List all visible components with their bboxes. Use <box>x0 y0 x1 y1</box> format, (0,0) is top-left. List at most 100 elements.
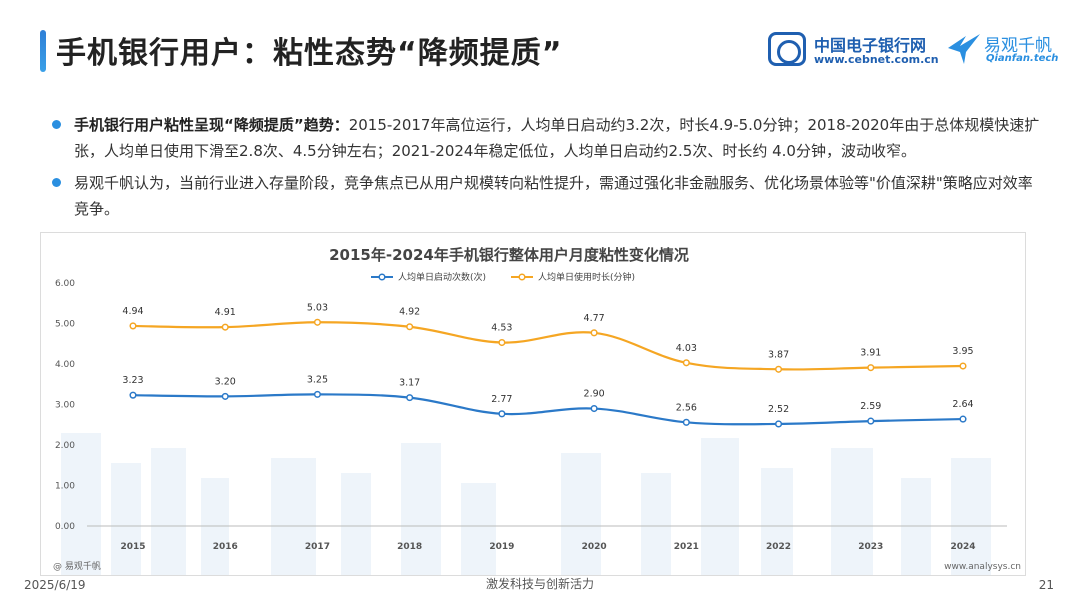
data-point <box>498 410 506 418</box>
data-label: 3.23 <box>122 375 143 386</box>
building-shape <box>831 448 873 575</box>
data-label: 4.77 <box>584 313 605 324</box>
legend-marker <box>378 273 386 281</box>
building-shape <box>111 463 141 575</box>
y-tick-label: 3.00 <box>55 401 75 411</box>
chart-source: @ 易观千帆 <box>53 560 101 572</box>
y-tick-label: 5.00 <box>55 320 75 330</box>
chart-legend: 人均单日启动次数(次) 人均单日使用时长(分钟) <box>371 271 635 283</box>
x-tick-label: 2020 <box>582 542 607 552</box>
data-point <box>221 323 229 331</box>
y-tick-label: 0.00 <box>55 522 75 532</box>
data-point <box>406 323 414 331</box>
x-tick-label: 2019 <box>489 542 514 552</box>
chart-panel: 2015年-2024年手机银行整体用户月度粘性变化情况 人均单日启动次数(次) 人… <box>40 232 1026 576</box>
qianfan-logo-en: Qianfan.tech <box>986 53 1059 64</box>
data-label: 3.91 <box>860 348 881 359</box>
city-skyline-decoration <box>61 433 991 575</box>
building-shape <box>561 453 601 575</box>
chart-site: www.analysys.cn <box>944 562 1021 572</box>
building-shape <box>151 448 186 575</box>
data-label: 3.20 <box>215 376 236 387</box>
x-tick-label: 2018 <box>397 542 422 552</box>
building-shape <box>401 443 441 575</box>
x-tick-label: 2023 <box>858 542 883 552</box>
data-label: 2.64 <box>952 399 973 410</box>
y-axis: 0.00 1.00 2.00 3.00 4.00 5.00 6.00 <box>55 279 75 532</box>
data-label: 2.90 <box>584 389 605 400</box>
data-point <box>498 338 506 347</box>
data-point <box>129 391 137 399</box>
data-point <box>313 318 321 326</box>
data-point <box>867 417 875 425</box>
data-point <box>959 415 967 423</box>
title-accent-bar <box>40 30 46 72</box>
legend-marker <box>518 273 526 281</box>
data-label: 4.91 <box>215 307 236 318</box>
data-point <box>682 359 690 367</box>
data-point <box>406 394 414 402</box>
y-tick-label: 4.00 <box>55 360 75 370</box>
chart-title: 2015年-2024年手机银行整体用户月度粘性变化情况 <box>329 246 689 264</box>
data-point <box>313 390 321 398</box>
x-axis: 2015 2016 2017 2018 2019 2020 2021 2022 2023 2024 <box>87 525 1007 552</box>
bullet-text: 2015-2017年高位运行，人均单日启动约3.2次，时长4.9-5.0分钟；2… <box>74 116 1040 160</box>
building-shape <box>271 458 316 575</box>
data-point <box>775 420 783 428</box>
bullet-item: 手机银行用户粘性呈现“降频提质”趋势：2015-2017年高位运行，人均单日启动… <box>52 112 1042 164</box>
building-shape <box>61 433 101 575</box>
y-tick-label: 1.00 <box>55 482 75 492</box>
data-label: 4.03 <box>676 343 697 354</box>
series-line <box>132 321 964 371</box>
data-label: 2.77 <box>491 394 512 405</box>
data-label: 3.25 <box>307 374 328 385</box>
x-tick-label: 2016 <box>213 542 238 552</box>
data-point <box>775 365 783 373</box>
x-tick-label: 2021 <box>674 542 699 552</box>
building-shape <box>201 478 229 575</box>
data-label: 4.53 <box>491 323 512 334</box>
data-point <box>590 405 598 413</box>
data-point <box>129 322 137 330</box>
building-shape <box>951 458 991 575</box>
cebnet-logo-url: www.cebnet.com.cn <box>814 53 939 66</box>
page-number: 21 <box>1038 578 1054 592</box>
data-point <box>959 362 967 370</box>
page-title: 手机银行用户：粘性态势“降频提质” <box>56 36 563 71</box>
building-shape <box>341 473 371 575</box>
data-label: 2.59 <box>860 401 881 412</box>
data-point <box>867 364 875 372</box>
qianfan-logo-name: 易观千帆 <box>984 36 1052 56</box>
chart-series: 3.23 3.20 3.25 3.17 2.77 2.90 2.56 2.52 2.59 2.64… <box>122 302 974 428</box>
building-shape <box>761 468 793 575</box>
data-label: 2.52 <box>768 404 789 415</box>
bullet-bold-text: 手机银行用户粘性呈现“降频提质”趋势： <box>74 116 349 134</box>
data-point <box>590 329 598 337</box>
series-line <box>132 393 964 426</box>
bullet-item: 易观千帆认为，当前行业进入存量阶段，竞争焦点已从用户规模转向粘性提升，需通过强化… <box>52 170 1042 222</box>
legend-label: 人均单日启动次数(次) <box>398 271 486 283</box>
data-label: 3.17 <box>399 378 420 389</box>
building-shape <box>641 473 671 575</box>
bullet-text: 易观千帆认为，当前行业进入存量阶段，竞争焦点已从用户规模转向粘性提升，需通过强化… <box>74 174 1033 218</box>
x-tick-label: 2015 <box>120 542 145 552</box>
x-tick-label: 2017 <box>305 542 330 552</box>
y-tick-label: 2.00 <box>55 441 75 451</box>
data-label: 3.87 <box>768 349 789 360</box>
building-shape <box>701 438 739 575</box>
data-label: 5.03 <box>307 302 328 313</box>
cebnet-logo-name: 中国电子银行网 <box>814 36 927 55</box>
data-point <box>221 392 229 400</box>
footer-date: 2025/6/19 <box>24 578 86 592</box>
building-shape <box>461 483 496 575</box>
data-label: 3.95 <box>952 346 973 357</box>
building-shape <box>901 478 931 575</box>
bullet-dot-icon <box>52 120 61 129</box>
x-tick-label: 2022 <box>766 542 791 552</box>
cebnet-logo: 中国电子银行网 www.cebnet.com.cn <box>768 30 939 70</box>
qianfan-bird-icon <box>948 34 980 64</box>
cebnet-logo-icon <box>768 32 806 66</box>
data-label: 4.94 <box>122 306 143 317</box>
footer-slogan: 激发科技与创新活力 <box>485 577 594 591</box>
summary-bullets: 手机银行用户粘性呈现“降频提质”趋势：2015-2017年高位运行，人均单日启动… <box>52 112 1042 228</box>
